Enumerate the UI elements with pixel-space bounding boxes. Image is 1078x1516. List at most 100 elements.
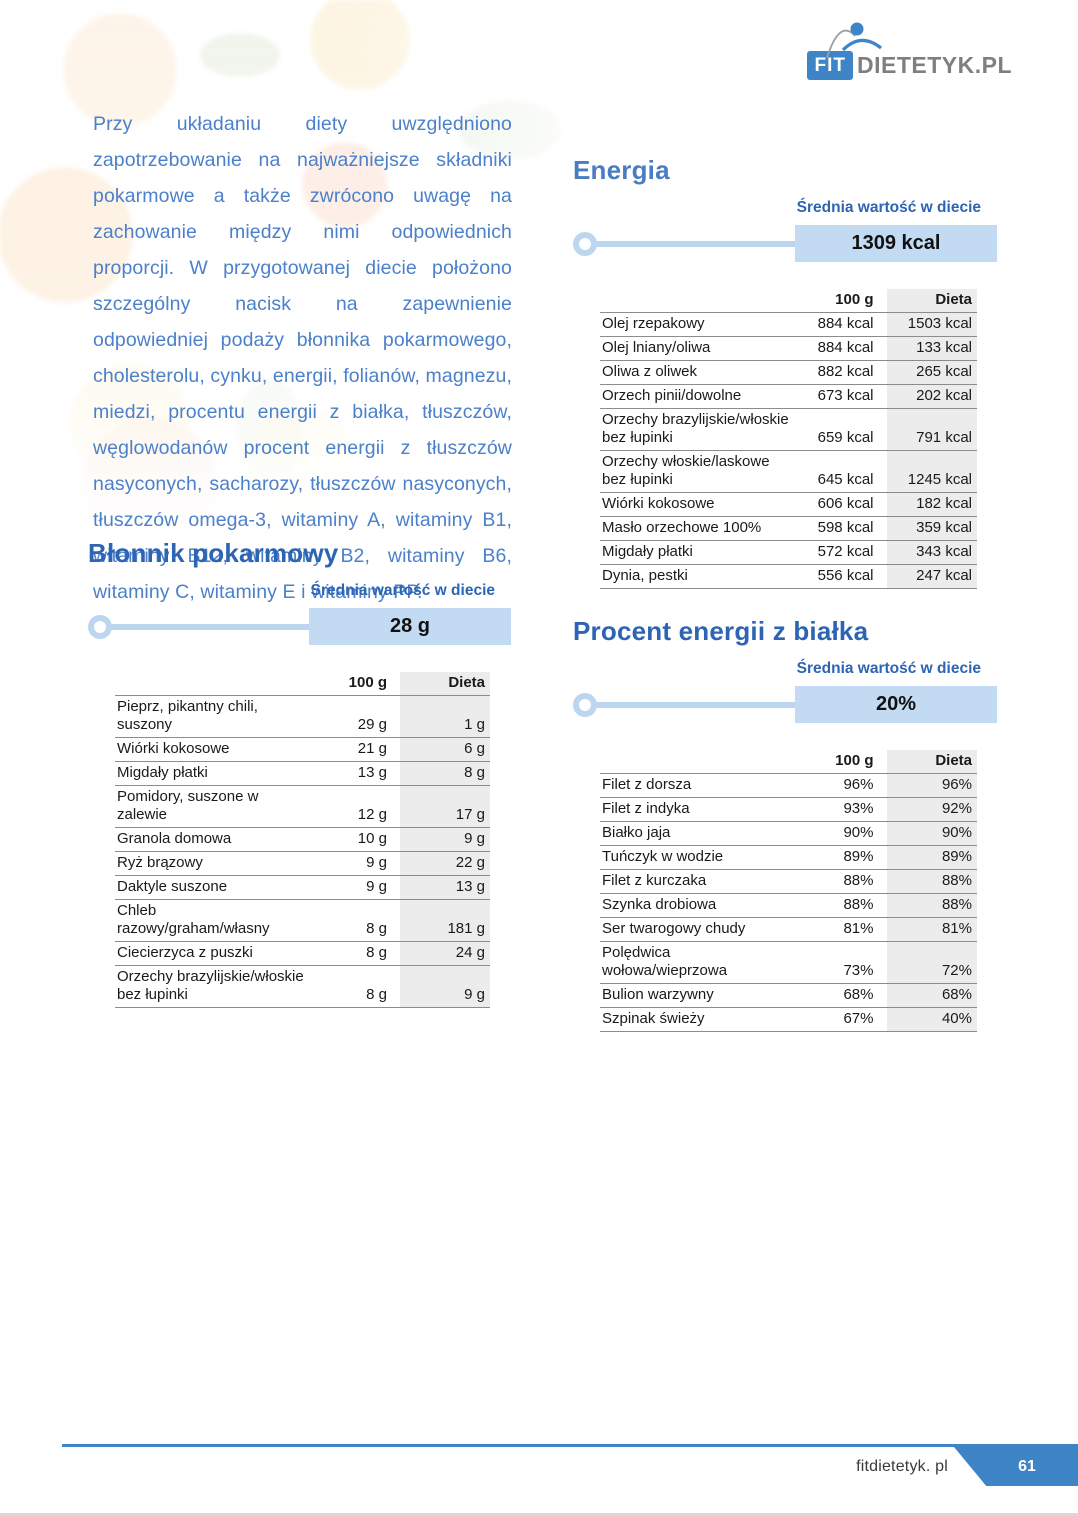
cell-name: Orzechy włoskie/laskowe bez łupinki <box>600 450 797 493</box>
cell-name: Wiórki kokosowe <box>115 737 310 762</box>
col-header-100g: 100 g <box>310 672 400 696</box>
cell-v100: 673 kcal <box>796 384 887 409</box>
col-header-100g: 100 g <box>796 750 887 774</box>
cell-name: Ryż brązowy <box>115 851 310 876</box>
footer-site-name: fitdietetyk. pl <box>856 1458 948 1475</box>
table-row: Orzechy włoskie/laskowe bez łupinki 645 k… <box>600 450 977 493</box>
cell-name: Wiórki kokosowe <box>600 492 797 517</box>
cell-name: Pomidory, suszone w zalewie <box>115 785 310 828</box>
bar-connector-line <box>595 701 795 708</box>
table-row: Oliwa z oliwek 882 kcal 265 kcal <box>600 360 977 385</box>
table-row: Filet z dorsza 96% 96% <box>600 773 977 798</box>
cell-dieta: 90% <box>886 821 977 846</box>
cell-v100: 882 kcal <box>796 360 887 385</box>
col-header-dieta: Dieta <box>886 289 977 313</box>
cell-name: Polędwica wołowa/wieprzowa <box>600 941 797 984</box>
cell-name: Filet z dorsza <box>600 773 797 798</box>
cell-dieta: 92% <box>886 797 977 822</box>
table-header-row: 100 g Dieta <box>600 289 977 313</box>
cell-v100: 88% <box>796 869 887 894</box>
avg-value-pill: 20% <box>795 686 997 723</box>
cell-name: Dynia, pestki <box>600 564 797 589</box>
cell-dieta: 202 kcal <box>886 384 977 409</box>
cell-v100: 29 g <box>310 695 400 738</box>
table-row: Dynia, pestki 556 kcal 247 kcal <box>600 564 977 589</box>
cell-v100: 572 kcal <box>796 540 887 565</box>
cell-v100: 8 g <box>310 965 400 1008</box>
cell-name: Szynka drobiowa <box>600 893 797 918</box>
col-header-product <box>600 289 797 313</box>
cell-dieta: 17 g <box>400 785 490 828</box>
cell-v100: 645 kcal <box>796 450 887 493</box>
cell-name: Migdały płatki <box>600 540 797 565</box>
fruit-background-image <box>0 0 660 540</box>
table-row: Chleb razowy/graham/własny 8 g 181 g <box>115 899 490 942</box>
cell-dieta: 9 g <box>400 827 490 852</box>
cell-dieta: 791 kcal <box>886 408 977 451</box>
table-row: Szynka drobiowa 88% 88% <box>600 893 977 918</box>
col-header-product <box>115 672 310 696</box>
cell-name: Olej rzepakowy <box>600 312 797 337</box>
cell-v100: 96% <box>796 773 887 798</box>
table-row: Ciecierzyca z puszki 8 g 24 g <box>115 941 490 966</box>
cell-dieta: 40% <box>886 1007 977 1032</box>
table-row: Ryż brązowy 9 g 22 g <box>115 851 490 876</box>
table-row: Olej lniany/oliwa 884 kcal 133 kcal <box>600 336 977 361</box>
table-row: Pomidory, suszone w zalewie 12 g 17 g <box>115 785 490 828</box>
avg-value-label: Średnia wartość w diecie <box>796 199 981 216</box>
avg-value-label: Średnia wartość w diecie <box>310 582 495 599</box>
logo-fit-badge: FIT <box>807 50 853 80</box>
avg-value-pill: 28 g <box>309 608 511 645</box>
cell-dieta: 1503 kcal <box>886 312 977 337</box>
table-row: Wiórki kokosowe 606 kcal 182 kcal <box>600 492 977 517</box>
cell-v100: 89% <box>796 845 887 870</box>
cell-name: Pieprz, pikantny chili, suszony <box>115 695 310 738</box>
col-header-dieta: Dieta <box>400 672 490 696</box>
cell-dieta: 89% <box>886 845 977 870</box>
cell-dieta: 343 kcal <box>886 540 977 565</box>
cell-dieta: 88% <box>886 869 977 894</box>
bar-connector-line <box>110 623 309 630</box>
cell-name: Chleb razowy/graham/własny <box>115 899 310 942</box>
energia-table: 100 g Dieta Olej rzepakowy 884 kcal 1503 k… <box>600 289 977 589</box>
avg-value-label: Średnia wartość w diecie <box>796 660 981 677</box>
cell-name: Masło orzechowe 100% <box>600 516 797 541</box>
cell-v100: 21 g <box>310 737 400 762</box>
cell-v100: 68% <box>796 983 887 1008</box>
cell-name: Bulion warzywny <box>600 983 797 1008</box>
cell-name: Orzechy brazylijskie/włoskie bez łupinki <box>600 408 797 451</box>
cell-v100: 73% <box>796 941 887 984</box>
table-row: Masło orzechowe 100% 598 kcal 359 kcal <box>600 516 977 541</box>
table-row: Migdały płatki 572 kcal 343 kcal <box>600 540 977 565</box>
avg-value-pill: 1309 kcal <box>795 225 997 262</box>
page-number-badge: 61 <box>954 1447 1078 1486</box>
cell-name: Tuńczyk w wodzie <box>600 845 797 870</box>
cell-dieta: 22 g <box>400 851 490 876</box>
cell-dieta: 6 g <box>400 737 490 762</box>
cell-v100: 10 g <box>310 827 400 852</box>
cell-dieta: 265 kcal <box>886 360 977 385</box>
logo-wordmark: DIETETYK.PL <box>856 51 1012 78</box>
cell-dieta: 1 g <box>400 695 490 738</box>
bar-origin-ring-icon <box>573 692 597 717</box>
cell-dieta: 68% <box>886 983 977 1008</box>
table-row: Filet z kurczaka 88% 88% <box>600 869 977 894</box>
table-row: Szpinak świeży 67% 40% <box>600 1007 977 1032</box>
cell-dieta: 24 g <box>400 941 490 966</box>
cell-v100: 90% <box>796 821 887 846</box>
logo-person-icon <box>826 22 883 59</box>
cell-name: Oliwa z oliwek <box>600 360 797 385</box>
cell-dieta: 1245 kcal <box>886 450 977 493</box>
cell-v100: 9 g <box>310 851 400 876</box>
cell-v100: 884 kcal <box>796 312 887 337</box>
cell-v100: 556 kcal <box>796 564 887 589</box>
table-header-row: 100 g Dieta <box>115 672 490 696</box>
cell-dieta: 181 g <box>400 899 490 942</box>
cell-name: Białko jaja <box>600 821 797 846</box>
cell-v100: 9 g <box>310 875 400 900</box>
table-row: Filet z indyka 93% 92% <box>600 797 977 822</box>
cell-name: Szpinak świeży <box>600 1007 797 1032</box>
fitdietetyk-logo: FIT DIETETYK.PL <box>807 22 1012 82</box>
